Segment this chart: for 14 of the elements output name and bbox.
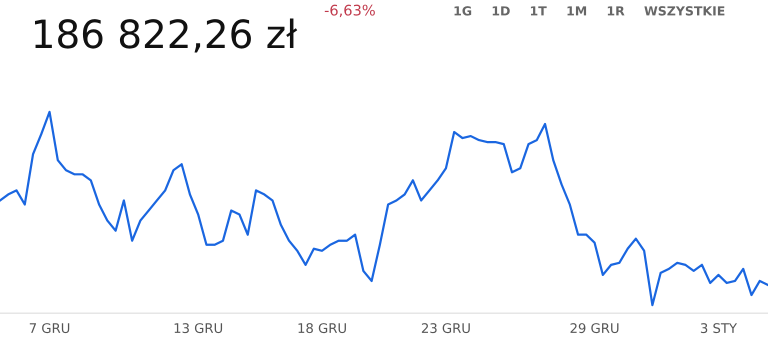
text: 1T xyxy=(530,6,547,16)
chart-subtitle: -6,63% xyxy=(324,4,375,18)
text: 1M xyxy=(568,6,586,16)
chart-title: 186 822,26 zł xyxy=(34,18,298,53)
text: 1D xyxy=(492,6,510,16)
x-tick-label: 7 GRU xyxy=(30,323,70,334)
text: 1G xyxy=(454,6,472,16)
text: WSZYSTKIE xyxy=(644,6,724,16)
text: 1R xyxy=(608,6,624,16)
x-tick-label: 23 GRU xyxy=(422,323,470,334)
x-tick-label: 29 GRU xyxy=(570,323,618,334)
x-tick-label: 18 GRU xyxy=(298,323,346,334)
x-tick-label: 13 GRU xyxy=(174,323,222,334)
x-tick-label: 3 STY xyxy=(700,323,738,334)
